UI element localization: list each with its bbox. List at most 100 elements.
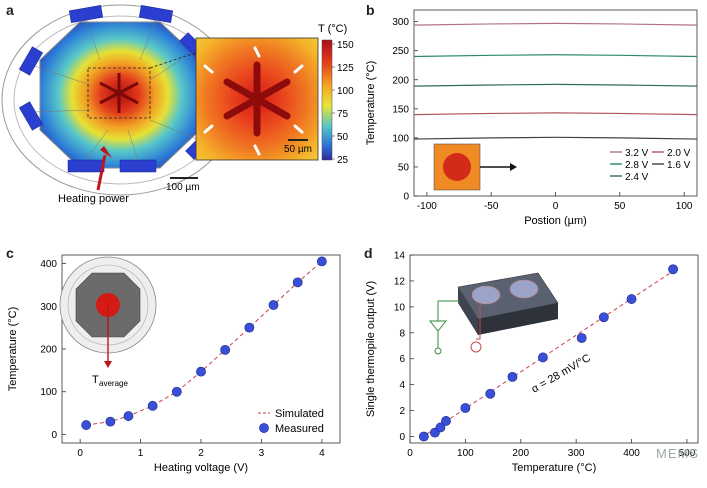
probe-wire <box>476 303 481 340</box>
inset-contact-marks <box>203 46 304 156</box>
y-tick-label: 8 <box>399 328 405 339</box>
x-tick-label: -50 <box>484 201 499 212</box>
measured-point <box>485 388 496 399</box>
series-line <box>413 136 698 140</box>
y-tick-label: 0 <box>399 432 405 443</box>
x-tick-label: 100 <box>457 448 474 459</box>
x-tick-label: 0 <box>77 448 83 459</box>
colorbar-ticks <box>332 43 335 160</box>
panel-a-label: a <box>6 2 14 18</box>
y-tick-label: 2 <box>399 406 405 417</box>
inset-scale-label: 50 µm <box>284 144 312 155</box>
colorbar-tick-label: 25 <box>337 155 349 166</box>
legend-label: Measured <box>275 423 324 435</box>
heating-power-arrowhead <box>100 146 112 158</box>
x-tick-label: 0 <box>553 201 559 212</box>
chart-c: 0 1 2 3 4 0 100 200 300 400 Heating voltage (V) Tem… <box>7 254 341 474</box>
x-tick-label: 3 <box>259 448 265 459</box>
x-axis-label: Heating voltage (V) <box>154 462 248 474</box>
measured-point <box>507 371 518 382</box>
measured-point <box>460 403 471 413</box>
panel-c: c 0 1 2 3 4 0 100 200 300 400 Heating voltage (V) T… <box>0 243 352 483</box>
ground-symbol <box>428 320 448 332</box>
measured-point <box>441 416 451 426</box>
device-membrane-left <box>471 285 501 305</box>
measured-point <box>598 312 609 323</box>
measured-point <box>418 431 429 442</box>
x-axis-label: Postion (µm) <box>524 215 587 227</box>
x-tick-label: 500 <box>679 448 696 459</box>
voltmeter-symbol <box>470 341 482 353</box>
measured-point <box>316 256 327 267</box>
device-membrane-right <box>509 279 539 299</box>
measured-point <box>292 277 303 288</box>
device-front <box>478 303 558 335</box>
ground-wire <box>437 300 460 321</box>
y-tick-label: 200 <box>392 75 409 86</box>
selected-region-box <box>87 67 151 119</box>
plot-frame <box>409 254 699 444</box>
legend-label: 2.8 V <box>625 160 649 171</box>
heating-power-label: Heating power <box>58 193 129 205</box>
panel-b: b -100 -50 0 50 100 0 50 100 150 200 250 300 Postion… <box>362 0 707 232</box>
watermark: MEMS <box>656 446 699 461</box>
legend-label: 2.0 V <box>667 148 691 159</box>
y-tick-label: 250 <box>392 46 409 57</box>
y-axis-label: Temperature (°C) <box>7 307 19 391</box>
panel-d: d 0 100 200 300 400 500 0 2 4 6 8 10 12 14 Temperature… <box>358 243 707 483</box>
colorbar-tick-label: 50 <box>337 132 349 143</box>
y-tick-label: 200 <box>40 345 57 356</box>
x-tick-label: 300 <box>568 448 585 459</box>
legend-label: Simulated <box>275 408 324 420</box>
measured-point <box>123 411 134 421</box>
y-tick-label: 300 <box>392 17 409 28</box>
y-tick-label: 12 <box>394 276 406 287</box>
inset-label-main: T <box>92 374 99 386</box>
x-tick-label: 50 <box>614 201 626 212</box>
series-line <box>413 83 698 87</box>
y-tick-label: 14 <box>394 251 406 262</box>
measured-point <box>220 344 231 355</box>
colorbar-tick-label: 100 <box>337 86 354 97</box>
y-tick-label: 100 <box>392 133 409 144</box>
measured-point <box>435 422 446 433</box>
chart-b: -100 -50 0 50 100 0 50 100 150 200 250 300 Postion (… <box>365 9 698 227</box>
y-tick-label: 50 <box>398 162 410 173</box>
measured-point <box>576 333 587 343</box>
measured-point <box>171 386 182 397</box>
y-tick-label: 100 <box>40 387 57 398</box>
panel-b-label: b <box>366 2 375 18</box>
chart-d: 0 100 200 300 400 500 0 2 4 6 8 10 12 14 Temperature (… <box>365 251 699 474</box>
inset-heater-star <box>223 61 291 137</box>
series-line <box>413 54 698 58</box>
legend-label: 1.6 V <box>667 160 691 171</box>
inset-scan-arrowhead <box>510 163 517 171</box>
main-scale-label: 100 µm <box>166 182 200 193</box>
y-tick-label: 300 <box>40 302 57 313</box>
x-axis-label: Temperature (°C) <box>512 462 596 474</box>
series-line <box>413 112 698 116</box>
x-tick-label: 200 <box>512 448 529 459</box>
device-side <box>458 287 478 335</box>
panel-a: a <box>0 0 360 225</box>
y-tick-label: 4 <box>399 380 405 391</box>
y-tick-label: 0 <box>403 192 409 203</box>
lead-lines <box>34 19 200 161</box>
colorbar-tick-label: 150 <box>337 40 354 51</box>
series-line <box>413 22 698 26</box>
heater-star <box>99 73 139 113</box>
y-tick-label: 10 <box>394 302 406 313</box>
panel-c-label: c <box>6 245 14 261</box>
y-tick-label: 150 <box>392 104 409 115</box>
inset-label-sub: average <box>99 379 128 388</box>
colorbar-tick-label: 125 <box>337 63 354 74</box>
x-tick-label: 0 <box>407 448 413 459</box>
panel-d-label: d <box>364 245 373 261</box>
measured-point <box>147 400 158 411</box>
x-tick-label: 100 <box>676 201 693 212</box>
x-tick-label: 400 <box>623 448 640 459</box>
x-tick-label: 2 <box>198 448 204 459</box>
measured-point <box>668 264 678 275</box>
measured-point <box>196 366 206 377</box>
y-tick-label: 0 <box>51 430 57 441</box>
